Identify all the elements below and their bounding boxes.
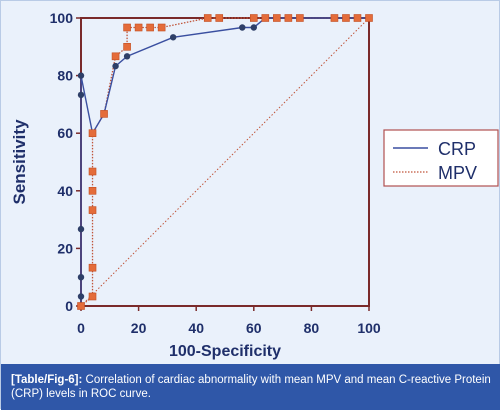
mpv-point bbox=[146, 23, 154, 32]
mpv-point bbox=[123, 42, 131, 51]
x-tick-label: 20 bbox=[131, 320, 147, 336]
crp-point bbox=[169, 34, 177, 41]
mpv-point bbox=[215, 14, 224, 22]
crp-point bbox=[77, 293, 85, 300]
crp-point bbox=[77, 91, 85, 99]
mpv-point bbox=[134, 23, 143, 32]
mpv-point bbox=[296, 14, 304, 22]
mpv-point bbox=[123, 23, 131, 32]
y-tick-label: 40 bbox=[57, 183, 73, 199]
legend-box bbox=[383, 129, 499, 187]
crp-point bbox=[77, 225, 85, 233]
x-tick-label: 40 bbox=[188, 320, 204, 336]
legend-label-mpv: MPV bbox=[438, 163, 477, 183]
mpv-point bbox=[88, 263, 97, 272]
mpv-point bbox=[88, 187, 97, 195]
caption-tag: [Table/Fig-6]: bbox=[11, 374, 83, 386]
crp-point bbox=[77, 72, 85, 79]
legend: CRP MPV bbox=[383, 129, 499, 187]
x-tick-label: 0 bbox=[77, 320, 85, 336]
crp-point bbox=[250, 24, 257, 31]
mpv-point bbox=[261, 14, 270, 22]
y-tick-label: 100 bbox=[50, 10, 74, 26]
mpv-point bbox=[88, 292, 97, 301]
crp-point bbox=[112, 62, 119, 70]
x-axis-label: 100-Specificity bbox=[169, 343, 281, 360]
mpv-point bbox=[342, 14, 350, 22]
y-tick-label: 0 bbox=[65, 298, 73, 314]
diagonal-reference-line bbox=[80, 17, 370, 307]
mpv-point bbox=[353, 14, 362, 22]
mpv-point bbox=[77, 302, 85, 310]
figure-caption: [Table/Fig-6]: Correlation of cardiac ab… bbox=[1, 364, 500, 410]
y-axis-label: Sensitivity bbox=[10, 119, 29, 205]
mpv-point bbox=[111, 52, 120, 61]
y-tick-label: 80 bbox=[57, 68, 73, 84]
mpv-point bbox=[365, 14, 373, 22]
mpv-point bbox=[273, 14, 281, 22]
legend-label-crp: CRP bbox=[438, 139, 476, 159]
roc-chart: 0 20 40 60 80 100 0 20 40 60 80 100 100-Specificity S… bbox=[10, 10, 499, 360]
mpv-point bbox=[330, 14, 339, 22]
mpv-point bbox=[250, 14, 258, 22]
x-tick-label: 80 bbox=[304, 320, 320, 336]
mpv-point bbox=[157, 23, 166, 32]
mpv-point bbox=[284, 14, 293, 22]
mpv-point bbox=[88, 129, 97, 137]
mpv-point bbox=[88, 167, 97, 176]
x-tick-label: 100 bbox=[357, 320, 381, 336]
crp-point bbox=[77, 274, 85, 281]
crp-point bbox=[123, 53, 131, 60]
y-tick-label: 20 bbox=[57, 240, 73, 256]
mpv-point bbox=[88, 206, 97, 214]
crp-point bbox=[239, 24, 246, 31]
y-tick-label: 60 bbox=[57, 125, 73, 141]
caption-text: Correlation of cardiac abnormality with … bbox=[11, 374, 491, 400]
mpv-point bbox=[203, 14, 212, 22]
mpv-point bbox=[100, 110, 108, 118]
x-tick-label: 60 bbox=[246, 320, 262, 336]
